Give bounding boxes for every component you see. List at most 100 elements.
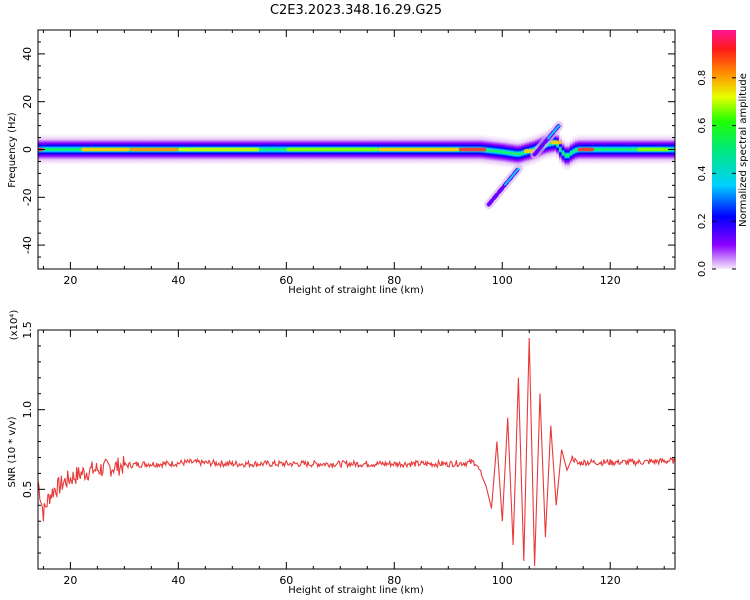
snr-multiplier: (x10⁴) bbox=[9, 310, 20, 341]
spectrogram-core-segment bbox=[178, 147, 260, 152]
spectrogram-ridge-cell bbox=[51, 133, 55, 166]
spectrogram-ridge-cell bbox=[572, 135, 576, 168]
spectrogram-ridge-cell bbox=[515, 138, 520, 170]
spectrogram-ridge-cell bbox=[618, 133, 622, 166]
spectrogram-ridge-cell bbox=[567, 139, 571, 172]
spectrogram-core-segment bbox=[378, 147, 460, 152]
snr-panel: 20 40 60 80 100 120 0.5 1.0 1.5 Height of strai… bbox=[7, 310, 676, 596]
spectrogram-ridge-cell bbox=[56, 133, 61, 166]
y-tick-label: 1.0 bbox=[21, 401, 34, 419]
spectrogram-ridge-cell bbox=[267, 133, 271, 166]
spectrogram-ridge-cell bbox=[513, 137, 517, 170]
spectrogram-ridge-cell bbox=[491, 135, 495, 167]
spectrogram-ridge-cell bbox=[602, 133, 606, 166]
spectrogram-ridge-cell bbox=[626, 133, 630, 166]
x-tick-label: 80 bbox=[387, 274, 401, 287]
spectrogram-ridge-cell bbox=[488, 134, 493, 167]
x-tick-label: 120 bbox=[600, 574, 621, 587]
spectrogram-ridge-cell bbox=[59, 133, 63, 166]
spectrogram-ridge-cell bbox=[62, 133, 66, 166]
spectrogram-ridge-cell bbox=[278, 133, 282, 166]
spectrogram-ridge-cell bbox=[48, 133, 53, 166]
spectrogram-ridge-cell bbox=[604, 133, 609, 166]
spectrogram-ridge-cell bbox=[610, 133, 614, 166]
spectrogram-ridge-cell bbox=[629, 133, 633, 166]
spectrogram-ridge-cell bbox=[594, 133, 598, 166]
spectrogram-core-segment bbox=[459, 147, 487, 152]
spectrogram-ridge-cell bbox=[615, 133, 619, 166]
spectrogram-ridge-cell bbox=[270, 133, 274, 166]
spectrogram-ridge-cell bbox=[596, 133, 601, 166]
spectrogram-y-label: Frequency (Hz) bbox=[7, 112, 18, 188]
spectrogram-ridge-cell bbox=[275, 133, 279, 166]
snr-x-ticks: 20 40 60 80 100 120 bbox=[42, 330, 665, 587]
spectrogram-ridge-cell bbox=[504, 136, 509, 169]
spectrogram-ridge-cell bbox=[569, 137, 574, 169]
colorbar-tick-label: 0.8 bbox=[697, 70, 708, 86]
colorbar-label: Normalized spectral amplitude bbox=[738, 73, 749, 227]
x-tick-label: 80 bbox=[387, 574, 401, 587]
y-tick-label: -40 bbox=[21, 236, 34, 254]
colorbar-tick-label: 0.0 bbox=[697, 261, 708, 277]
spectrogram-core-segment bbox=[637, 147, 670, 152]
spectrogram-ridge-cell bbox=[54, 133, 58, 166]
spectrogram-plot-area bbox=[38, 121, 675, 209]
colorbar-tick-label: 0.4 bbox=[697, 165, 708, 181]
spectrogram-ridge-cell bbox=[556, 128, 560, 161]
spectrogram-ridge-cell bbox=[43, 133, 47, 166]
spectrogram-core-segment bbox=[81, 147, 130, 152]
x-tick-label: 20 bbox=[63, 274, 77, 287]
y-tick-label: 1.5 bbox=[21, 321, 34, 339]
spectrogram-ridge-cell bbox=[264, 133, 269, 166]
colorbar-tick-label: 0.2 bbox=[697, 213, 708, 229]
snr-y-label: SNR (10 * v/v) bbox=[7, 416, 18, 487]
spectrogram-streak-core bbox=[547, 124, 560, 140]
spectrogram-x-ticks: 20 40 60 80 100 120 bbox=[42, 30, 665, 287]
spectrogram-ridge-cell bbox=[564, 139, 568, 172]
x-tick-label: 20 bbox=[63, 574, 77, 587]
y-tick-label: 40 bbox=[21, 47, 34, 61]
y-tick-label: -20 bbox=[21, 188, 34, 206]
spectrogram-ridge-cell bbox=[518, 138, 522, 170]
spectrogram-ridge-cell bbox=[548, 128, 552, 160]
spectrogram-ridge-cell bbox=[558, 133, 563, 166]
spectrogram-ridge-cell bbox=[67, 133, 71, 166]
spectrogram-ridge-cell bbox=[612, 133, 617, 166]
spectrogram-ridge-cell bbox=[499, 135, 503, 168]
spectrogram-ridge-cell bbox=[507, 137, 511, 169]
x-tick-label: 100 bbox=[492, 574, 513, 587]
snr-y-ticks: 0.5 1.0 1.5 bbox=[21, 321, 675, 554]
spectrogram-ridge-cell bbox=[634, 133, 638, 166]
figure-title: C2E3.2023.348.16.29.G25 bbox=[270, 3, 442, 18]
spectrogram-x-label: Height of straight line (km) bbox=[288, 285, 424, 296]
spectrogram-ridge-cell bbox=[78, 133, 82, 166]
snr-plot-area bbox=[38, 337, 675, 566]
snr-x-label: Height of straight line (km) bbox=[288, 585, 424, 596]
spectrogram-ridge-cell bbox=[46, 133, 50, 166]
x-tick-label: 40 bbox=[171, 574, 185, 587]
x-tick-label: 40 bbox=[171, 274, 185, 287]
spectrogram-ridge-cell bbox=[575, 134, 579, 166]
spectrogram-ridge-cell bbox=[496, 135, 501, 168]
spectrogram-ridge-cell bbox=[280, 133, 285, 166]
spectrogram-ridge-cell bbox=[607, 133, 611, 166]
spectrogram-ridge-cell bbox=[262, 133, 266, 166]
spectrogram-ridge-cell bbox=[510, 137, 514, 170]
spectrogram-ridge-cell bbox=[64, 133, 69, 166]
y-tick-label: 20 bbox=[21, 95, 34, 109]
spectrogram-ridge-cell bbox=[561, 137, 565, 169]
spectrogram-core-segment bbox=[550, 140, 562, 145]
snr-line bbox=[38, 337, 675, 566]
spectrogram-ridge-cell bbox=[73, 133, 77, 166]
spectrogram-ridge-cell bbox=[259, 133, 263, 166]
colorbar-ticks: 0.0 0.2 0.4 0.6 0.8 bbox=[697, 70, 736, 277]
spectrogram-core-segment bbox=[129, 147, 179, 152]
y-tick-label: 0.5 bbox=[21, 481, 34, 499]
x-tick-label: 100 bbox=[492, 274, 513, 287]
spectrogram-panel: 20 40 60 80 100 120 -40 -20 0 20 40 Height of str… bbox=[7, 29, 676, 296]
spectrogram-core-segment bbox=[286, 147, 379, 152]
spectrogram-core-segment bbox=[577, 147, 595, 152]
x-tick-label: 60 bbox=[279, 574, 293, 587]
spectrogram-ridge-cell bbox=[621, 133, 625, 166]
